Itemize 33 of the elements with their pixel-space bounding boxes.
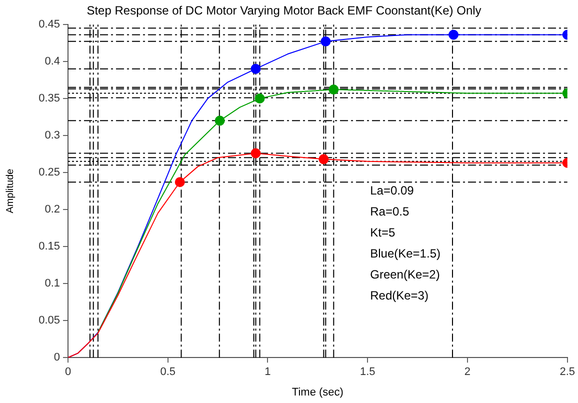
y-tick-label: 0.15	[38, 240, 60, 253]
y-tick-label: 0.25	[38, 166, 60, 179]
x-tick-label: 1.5	[360, 366, 376, 378]
annotation: Red(Ke=3)	[370, 288, 428, 302]
annotation: La=0.09	[370, 183, 414, 198]
point	[214, 116, 225, 126]
point	[250, 64, 261, 74]
y-tick-label: 0.45	[38, 18, 60, 30]
y-axis-title: Amplitude	[4, 168, 16, 214]
x-axis-title: Time (sec)	[292, 386, 344, 398]
y-tick-label: 0.3	[44, 130, 60, 142]
annotation: Green(Ke=2)	[370, 267, 440, 282]
y-tick-label: 0.35	[38, 92, 60, 104]
x-tick-label: 2.5	[560, 366, 576, 378]
y-tick-label: 0.4	[44, 55, 60, 68]
y-tick-label: 0.2	[44, 204, 60, 216]
point	[250, 148, 261, 158]
point	[174, 177, 185, 188]
y-tick-label: 0.1	[44, 278, 60, 290]
point	[328, 84, 339, 95]
chart-title: Step Response of DC Motor Varying Motor Back EMF Coonstant(Ke) Only	[86, 4, 482, 18]
y-tick-label: 0	[54, 352, 60, 364]
point	[318, 154, 329, 164]
x-tick-label: 0.5	[160, 366, 176, 378]
x-tick-label: 2	[464, 366, 471, 378]
annotation: Ra=0.5	[370, 204, 410, 218]
annotation: Kt=5	[370, 225, 396, 240]
x-tick-label: 0	[64, 366, 72, 378]
point	[320, 36, 331, 46]
point	[254, 93, 265, 104]
x-tick-label: 1	[264, 366, 271, 378]
y-tick-label: 0.05	[38, 314, 60, 327]
annotation: Blue(Ke=1.5)	[370, 246, 440, 260]
